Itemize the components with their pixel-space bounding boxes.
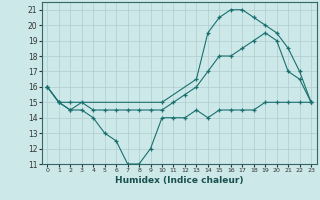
X-axis label: Humidex (Indice chaleur): Humidex (Indice chaleur) <box>115 176 244 185</box>
